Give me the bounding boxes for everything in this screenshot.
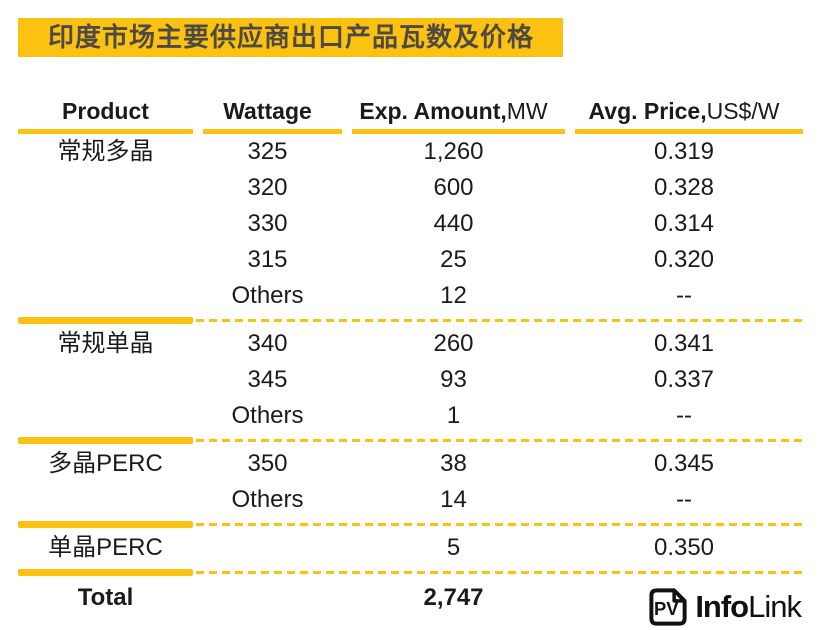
header-underline-segment [203,129,342,134]
table-row: 345 93 0.337 [18,362,803,398]
table-header-row: Product Wattage Exp. Amount,MW Avg. Pric… [18,94,803,128]
pv-infolink-logo: PV InfoLink [647,586,802,628]
total-amount: 2,747 [423,584,484,611]
page-title: 印度市场主要供应商出口产品瓦数及价格 [18,18,563,57]
header-avg-price-label: Avg. Price, [588,98,707,124]
section-divider [18,568,803,576]
logo-info-text: Info [695,589,749,624]
price-cell: 0.320 [653,246,715,273]
table-row: 单晶PERC 5 0.350 [18,530,803,566]
header-avg-price-unit: US$/W [706,98,780,124]
logo-cell: PV InfoLink [565,586,803,628]
divider-solid-bar [18,568,193,576]
amount-cell: 93 [440,366,467,393]
price-cell: 0.337 [653,366,715,393]
table-body: 常规多晶 325 1,260 0.319 320 600 0.328 330 440 0.314 3… [18,134,803,576]
section-divider [18,316,803,324]
product-cell [18,206,193,242]
divider-solid-bar [18,436,193,444]
product-cell [18,362,193,398]
section-divider [18,520,803,528]
price-cell: 0.341 [653,330,715,357]
table-row: Others 14 -- [18,482,803,518]
table-row: 320 600 0.328 [18,170,803,206]
amount-cell: 14 [440,486,467,513]
price-cell: 0.314 [653,210,715,237]
wattage-cell: Others [231,486,304,513]
header-wattage-label: Wattage [223,98,312,124]
wattage-cell: 315 [247,246,288,273]
product-cell [18,278,193,314]
header-exp-amount: Exp. Amount,MW [342,94,565,128]
price-cell: 0.345 [653,450,715,477]
divider-dashed-line [196,438,803,442]
price-cell: 0.328 [653,174,715,201]
divider-solid-bar [18,520,193,528]
header-underline [18,128,803,134]
product-cell: 常规单晶 [57,330,154,357]
table-row: 多晶PERC 350 38 0.345 [18,446,803,482]
amount-cell: 1 [446,402,461,429]
header-exp-amount-label: Exp. Amount, [359,98,507,124]
wattage-cell: 350 [247,450,288,477]
header-avg-price: Avg. Price,US$/W [565,94,803,128]
product-cell [18,242,193,278]
product-cell [18,170,193,206]
amount-cell: 440 [433,210,474,237]
price-cell: 0.350 [653,534,715,561]
header-product-label: Product [62,98,149,124]
divider-dashed-line [196,570,803,574]
product-cell: 单晶PERC [48,534,163,561]
header-underline-segment [352,129,565,134]
amount-cell: 260 [433,330,474,357]
product-cell [18,398,193,434]
wattage-cell: 330 [247,210,288,237]
amount-cell: 25 [440,246,467,273]
pv-icon-text: PV [654,598,679,619]
amount-cell: 38 [440,450,467,477]
amount-cell: 600 [433,174,474,201]
total-row: Total 2,747 PV InfoLink [18,578,803,626]
wattage-price-table: Product Wattage Exp. Amount,MW Avg. Pric… [18,94,803,626]
product-cell: 常规多晶 [57,138,154,165]
wattage-cell: 340 [247,330,288,357]
divider-dashed-line [196,522,803,526]
table-row: 常规单晶 340 260 0.341 [18,326,803,362]
header-underline-segment [18,129,193,134]
product-cell: 多晶PERC [48,450,163,477]
section-divider [18,436,803,444]
amount-cell: 12 [440,282,467,309]
header-exp-amount-unit: MW [506,98,548,124]
divider-dashed-line [196,318,803,322]
table-row: 315 25 0.320 [18,242,803,278]
infolink-wordmark: InfoLink [695,587,802,627]
divider-solid-bar [18,316,193,324]
price-cell: 0.319 [653,138,715,165]
price-cell: -- [676,486,692,513]
pv-document-icon: PV [647,586,689,628]
wattage-cell: 345 [247,366,288,393]
header-underline-segment [575,129,803,134]
header-wattage: Wattage [193,94,342,128]
table-row: Others 12 -- [18,278,803,314]
price-cell: -- [676,402,692,429]
wattage-cell: 320 [247,174,288,201]
wattage-cell: 325 [247,138,288,165]
table-row: 常规多晶 325 1,260 0.319 [18,134,803,170]
wattage-cell: Others [231,402,304,429]
wattage-cell [193,530,342,566]
table-row: 330 440 0.314 [18,206,803,242]
table-row: Others 1 -- [18,398,803,434]
total-label: Total [77,584,134,611]
logo-link-text: Link [748,589,802,624]
total-wattage-cell [193,578,342,620]
product-cell [18,482,193,518]
header-product: Product [18,94,193,128]
amount-cell: 5 [446,534,461,561]
amount-cell: 1,260 [423,138,484,165]
price-cell: -- [676,282,692,309]
wattage-cell: Others [231,282,304,309]
